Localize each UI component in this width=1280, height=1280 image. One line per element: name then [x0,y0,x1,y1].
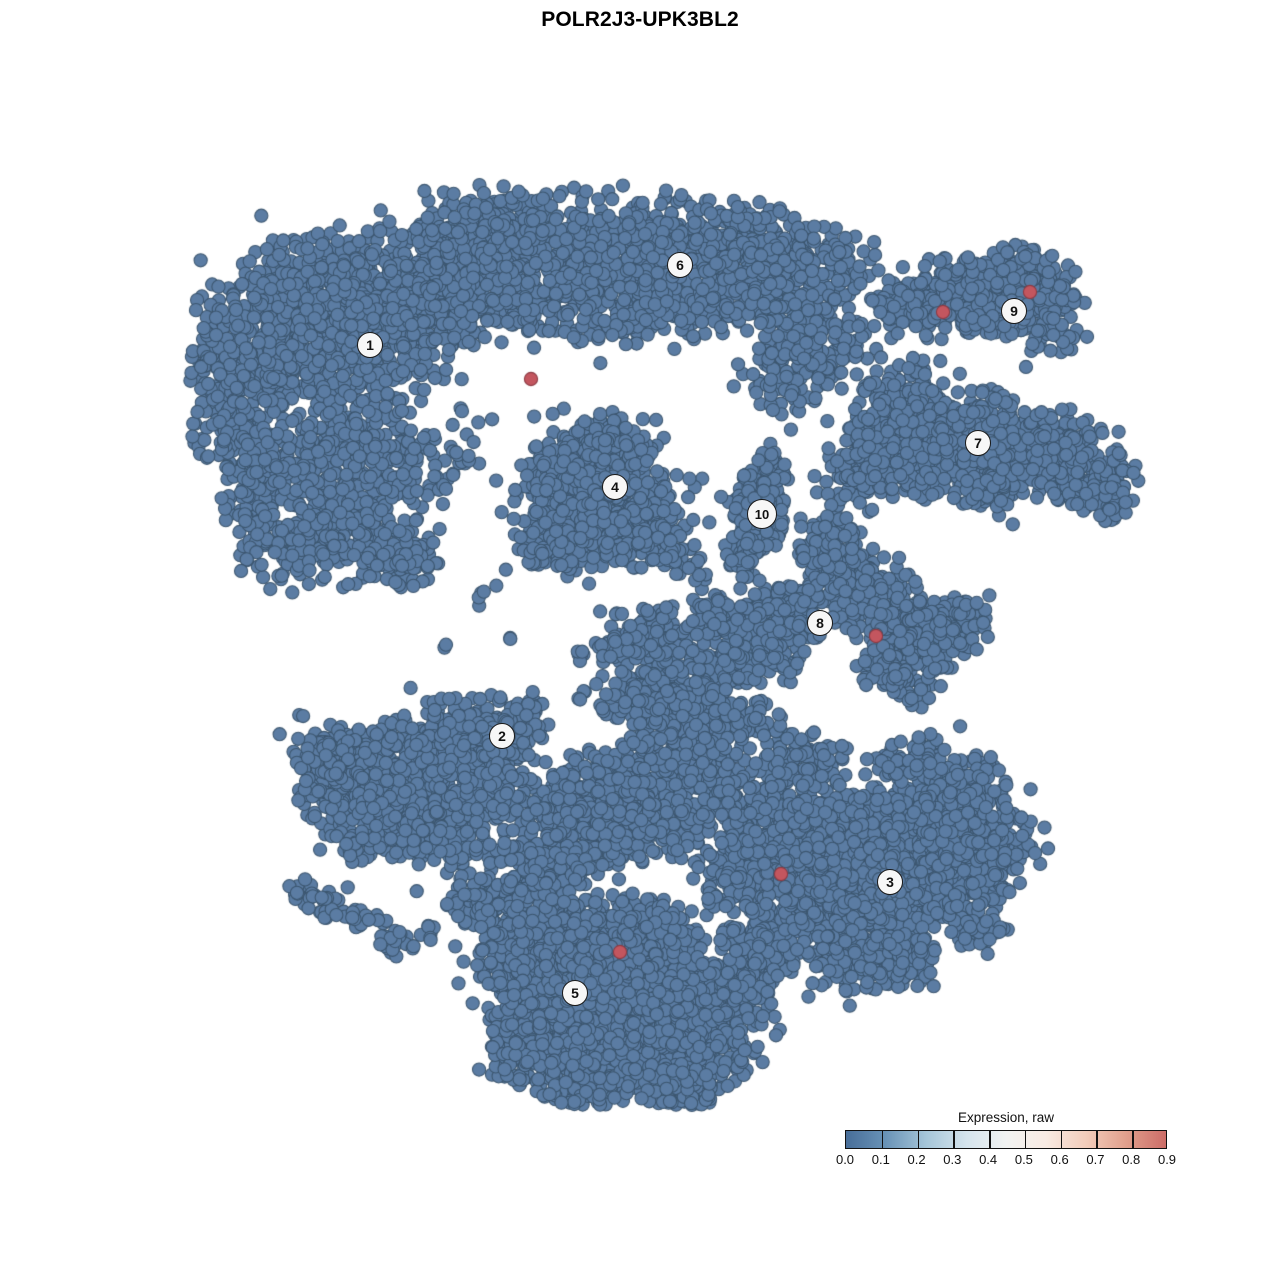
colorbar-divider [881,1131,884,1148]
cluster-label-9[interactable]: 9 [1001,298,1027,324]
colorbar-tick-label: 0.7 [1086,1152,1105,1167]
cluster-label-3[interactable]: 3 [877,869,903,895]
colorbar-title: Expression, raw [957,1110,1055,1125]
cluster-label-4[interactable]: 4 [602,474,628,500]
cluster-label-6[interactable]: 6 [667,252,693,278]
colorbar-divider [1024,1131,1027,1148]
colorbar-divider [1132,1131,1134,1148]
cluster-label-5[interactable]: 5 [562,980,588,1006]
cluster-label-7[interactable]: 7 [965,430,991,456]
colorbar-tick-label: 0.8 [1122,1152,1141,1167]
colorbar-tick-label: 0.2 [907,1152,926,1167]
colorbar-tick-label: 0.6 [1050,1152,1069,1167]
colorbar-divider [953,1131,955,1148]
colorbar-bar[interactable] [845,1130,1167,1149]
colorbar-tick-label: 0.1 [871,1152,890,1167]
colorbar-tick-label: 0.5 [1014,1152,1033,1167]
colorbar-tick-label: 0.3 [943,1152,962,1167]
colorbar-gradient [846,1131,1166,1148]
colorbar-divider [1060,1131,1063,1148]
cluster-label-8[interactable]: 8 [807,610,833,636]
colorbar-tick-labels: 0.0 0.1 0.2 0.3 0.4 0.5 0.6 0.7 0.8 0.9 [836,1152,1176,1170]
colorbar-divider [989,1131,991,1148]
cluster-label-2[interactable]: 2 [489,723,515,749]
cluster-label-10[interactable]: 10 [747,499,777,529]
colorbar-divider [917,1131,919,1148]
cluster-label-1[interactable]: 1 [357,332,383,358]
colorbar-tick-label: 0.9 [1157,1152,1177,1167]
colorbar-tick-label: 0.0 [835,1152,855,1167]
colorbar-tick-label: 0.4 [979,1152,998,1167]
colorbar-legend: Expression, raw 0.0 0.1 0.2 0.3 0.4 0.5 0.6 0.7… [836,1110,1176,1170]
colorbar-divider [1096,1131,1098,1148]
